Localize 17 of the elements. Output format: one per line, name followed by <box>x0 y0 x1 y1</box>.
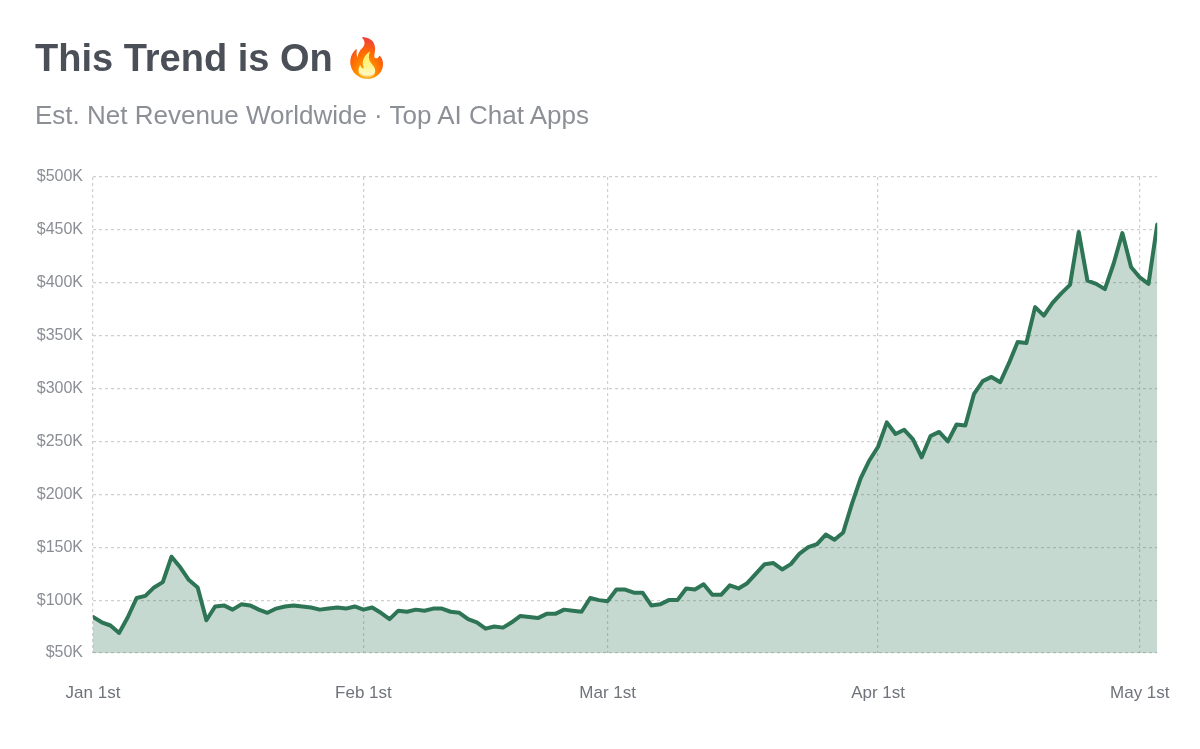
x-tick-label: Feb 1st <box>335 682 393 702</box>
chart-title: This Trend is On 🔥 <box>35 36 391 80</box>
x-tick-label: Apr 1st <box>851 682 906 702</box>
chart-subtitle: Est. Net Revenue Worldwide · Top AI Chat Apps <box>35 100 589 131</box>
y-tick-label: $100K <box>36 590 84 608</box>
x-tick-label: May 1st <box>1110 682 1170 702</box>
y-tick-label: $300K <box>36 378 84 396</box>
y-tick-label: $200K <box>36 484 84 502</box>
y-tick-label: $450K <box>36 220 84 238</box>
x-tick-label: Jan 1st <box>65 682 121 702</box>
x-tick-label: Mar 1st <box>579 682 637 702</box>
y-tick-label: $400K <box>36 273 84 291</box>
y-tick-label: $150K <box>36 537 84 555</box>
y-tick-label: $250K <box>36 431 84 449</box>
y-tick-label: $500K <box>36 167 84 185</box>
y-tick-label: $350K <box>36 326 84 344</box>
y-tick-label: $50K <box>45 643 84 661</box>
